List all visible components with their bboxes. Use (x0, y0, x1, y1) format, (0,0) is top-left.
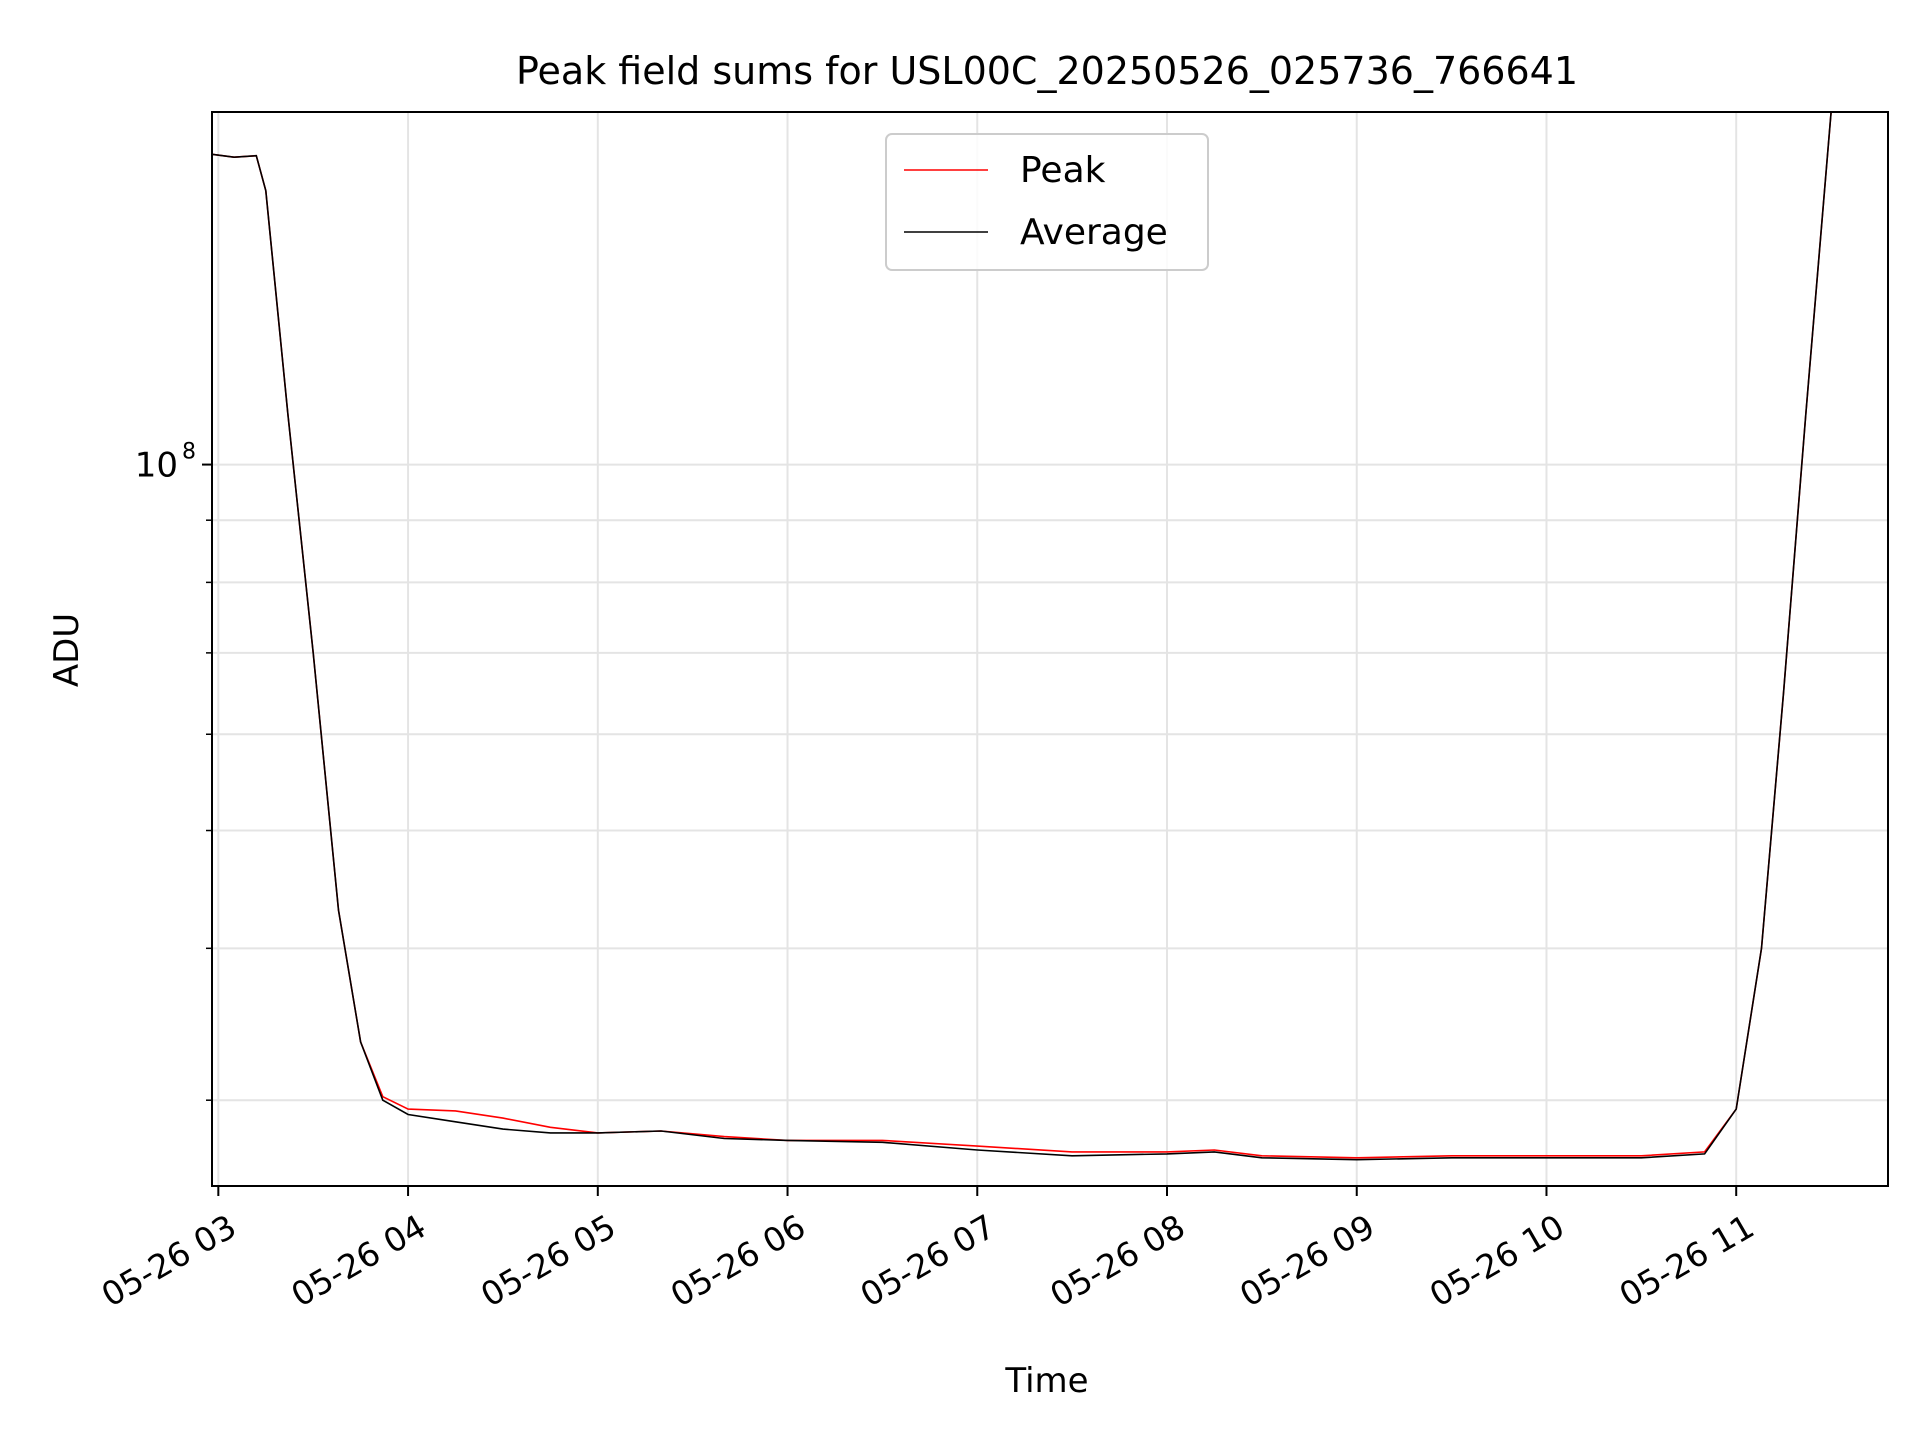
grid (212, 112, 1888, 1186)
y-axis-label: ADU (47, 613, 87, 687)
legend: Peak Average (885, 133, 1209, 271)
x-axis-label: Time (1004, 1361, 1088, 1401)
legend-box (885, 133, 1209, 271)
y-tick-label: 10 (135, 446, 178, 486)
series (212, 112, 1847, 1161)
chart-title: Peak field sums for USL00C_20250526_0257… (516, 49, 1578, 93)
legend-label-average: Average (1020, 212, 1168, 253)
y-tick-label-exponent: 8 (182, 440, 196, 465)
series-line-average (212, 112, 1847, 1161)
legend-label-peak: Peak (1020, 150, 1106, 191)
plot-frame (211, 111, 1889, 1187)
